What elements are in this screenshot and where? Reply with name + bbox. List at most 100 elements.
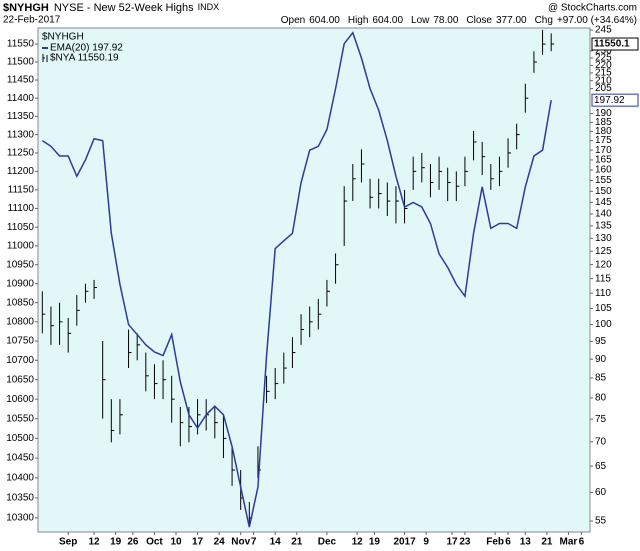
y-tick-label: 10500 xyxy=(6,433,34,444)
y2-tick-label: 205 xyxy=(595,83,612,94)
stat-label: Low xyxy=(411,15,430,26)
y2-tick-label: 90 xyxy=(595,354,607,365)
y2-tick-label: 185 xyxy=(595,117,612,128)
y-tick-label: 10900 xyxy=(6,278,34,289)
last-value-box xyxy=(591,93,639,107)
y2-tick-label: 175 xyxy=(595,135,612,146)
x-tick-label: Mar xyxy=(560,537,578,548)
x-tick-label: Feb xyxy=(486,537,504,548)
x-tick-label: 19 xyxy=(110,537,122,548)
x-tick-label: 12 xyxy=(89,537,101,548)
y2-tick-label: 165 xyxy=(595,155,612,166)
y2-tick-label: 140 xyxy=(595,209,612,220)
x-tick-label: Sep xyxy=(59,537,77,548)
y2-tick-label: 130 xyxy=(595,233,612,244)
y2-tick-label: 135 xyxy=(595,221,612,232)
y-tick-label: 10950 xyxy=(6,259,34,270)
date: 22-Feb-2017 xyxy=(3,15,61,26)
y-tick-label: 11150 xyxy=(8,185,35,196)
last-value-box xyxy=(591,37,639,51)
legend-title: $NYHGH xyxy=(42,32,84,43)
y2-tick-label: 70 xyxy=(595,436,607,447)
y-tick-label: 10750 xyxy=(6,336,34,347)
y2-tick-label: 110 xyxy=(595,288,611,299)
y2-tick-label: 80 xyxy=(595,393,607,404)
y2-tick-label: 115 xyxy=(595,273,611,284)
y2-tick-label: 95 xyxy=(595,336,607,347)
y-tick-label: 10650 xyxy=(6,374,34,385)
x-tick-label: 12 xyxy=(352,537,364,548)
x-tick-label: 24 xyxy=(214,537,226,548)
x-tick-label: 10 xyxy=(170,537,182,548)
x-tick-label: Oct xyxy=(146,537,163,548)
x-tick-label: 6 xyxy=(505,537,511,548)
y2-tick-label: 180 xyxy=(595,126,612,137)
y2-tick-label: 65 xyxy=(595,461,607,472)
x-tick-label: 9 xyxy=(423,537,429,548)
y2-tick-label: 230 xyxy=(595,45,612,56)
y-tick-label: 11350 xyxy=(7,111,35,122)
y2-tick-label: 210 xyxy=(595,75,612,86)
y-tick-label: 10450 xyxy=(6,453,34,464)
x-tick-label: 13 xyxy=(520,537,532,548)
y2-tick-label: 125 xyxy=(595,246,612,257)
y2-tick-label: 85 xyxy=(595,373,607,384)
y2-tick-label: 220 xyxy=(595,60,612,71)
y-tick-label: 11000 xyxy=(7,241,35,252)
y2-tick-label: 225 xyxy=(595,53,612,64)
y-tick-label: 10300 xyxy=(6,513,34,524)
y2-tick-label: 170 xyxy=(595,145,612,156)
y-tick-label: 11050 xyxy=(7,222,35,233)
y2-tick-label: 105 xyxy=(595,303,612,314)
y-tick-label: 11250 xyxy=(7,148,35,159)
chart-title: $NYHGH NYSE - New 52-Week Highs INDX xyxy=(3,2,219,14)
y-tick-label: 10400 xyxy=(6,473,34,484)
plot-area xyxy=(37,27,591,533)
y2-tick-label: 55 xyxy=(595,516,607,527)
legend-label: EMA(20) 197.92 xyxy=(50,43,123,54)
y2-tick-label: 60 xyxy=(595,487,607,498)
stat-value: 78.00 xyxy=(433,15,458,26)
y-tick-label: 10600 xyxy=(6,394,34,405)
y-tick-label: 11400 xyxy=(7,93,35,104)
x-tick-label: 21 xyxy=(291,537,303,548)
y2-tick-label: 190 xyxy=(595,108,612,119)
stat-value: 377.00 xyxy=(496,15,527,26)
y-tick-label: 11500 xyxy=(7,57,35,68)
description: NYSE - New 52-Week Highs xyxy=(54,2,194,14)
stat-value: 604.00 xyxy=(309,15,340,26)
x-tick-label: 17 xyxy=(446,537,458,548)
y-tick-label: 11200 xyxy=(7,166,35,177)
y-tick-label: 10700 xyxy=(6,355,34,366)
x-tick-label: 6 xyxy=(579,537,585,548)
x-tick-label: Dec xyxy=(318,537,337,548)
exchange: INDX xyxy=(198,2,220,12)
x-tick-label: 21 xyxy=(541,537,553,548)
last-value-label: 197.92 xyxy=(594,95,625,106)
y2-tick-label: 155 xyxy=(595,175,612,186)
y2-tick-label: 245 xyxy=(595,25,612,36)
y-tick-label: 11100 xyxy=(8,203,35,214)
ema-line xyxy=(41,31,552,528)
stats: Open 604.00 High 604.00 Low 78.00 Close 377.00 C… xyxy=(281,15,637,26)
y2-tick-label: 145 xyxy=(595,197,612,208)
y2-tick-label: 120 xyxy=(595,259,612,270)
x-tick-label: 19 xyxy=(369,537,381,548)
stat-value: 604.00 xyxy=(372,15,403,26)
symbol: $NYHGH xyxy=(3,2,49,14)
x-tick-label: 26 xyxy=(127,537,139,548)
stat-value: +97.00 (+34.64%) xyxy=(557,15,637,26)
x-tick-label: 23 xyxy=(459,537,471,548)
source: @ StockCharts.com xyxy=(548,3,637,14)
stat-label: Open xyxy=(281,15,305,26)
y2-tick-label: 150 xyxy=(595,186,612,197)
last-value-label: 11550.1 xyxy=(594,39,630,50)
x-tick-label: 14 xyxy=(270,537,282,548)
y2-tick-label: 160 xyxy=(595,165,612,176)
y-tick-label: 10850 xyxy=(6,297,34,308)
x-tick-label: Nov xyxy=(231,537,250,548)
x-tick-label: 17 xyxy=(192,537,204,548)
stat-label: Chg xyxy=(535,15,553,26)
